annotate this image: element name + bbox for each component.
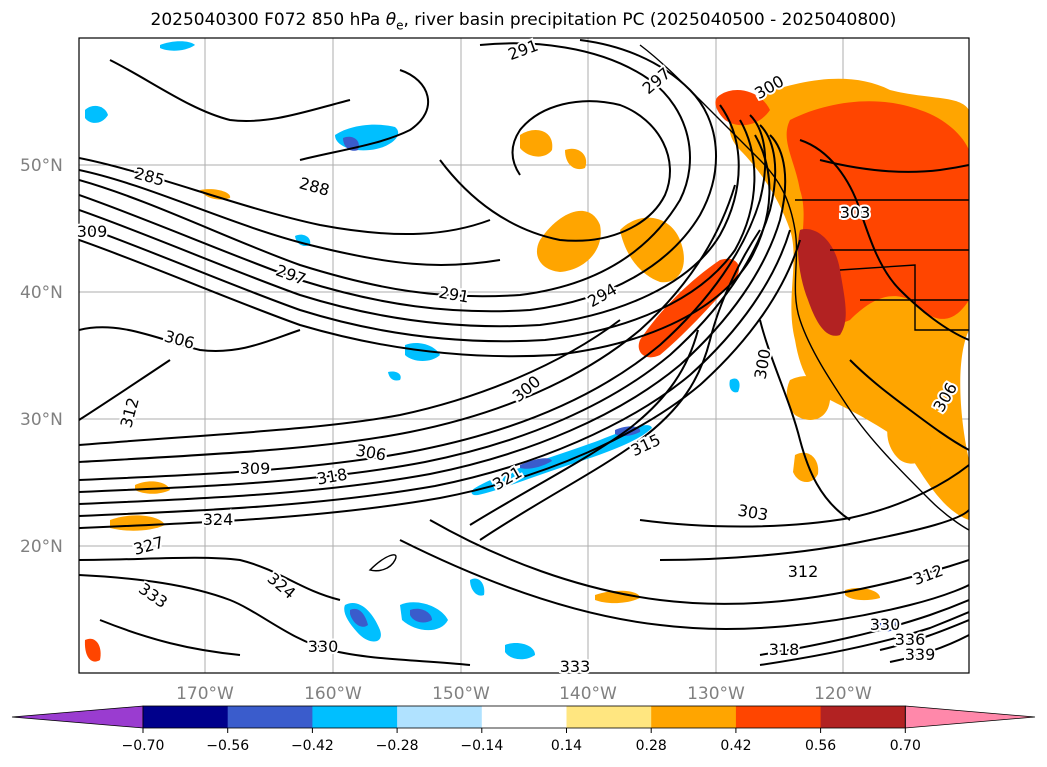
colorbar-swatch [397, 706, 483, 728]
contour-label: 318 [769, 640, 800, 659]
lat-tick-label: 40°N [20, 283, 63, 303]
colorbar-tick-label: 0.42 [720, 738, 751, 754]
colorbar-extend-low [11, 705, 144, 729]
colorbar-swatch [143, 706, 229, 728]
contour-label: 324 [203, 510, 234, 529]
contour-label: 336 [895, 630, 926, 649]
colorbar-tick-label: −0.56 [206, 738, 249, 754]
lat-tick-label: 20°N [20, 537, 63, 557]
colorbar [11, 705, 1036, 729]
colorbar-extend-high [904, 705, 1036, 729]
colorbar-tick-label: 0.14 [551, 738, 582, 754]
colorbar-tick-label: −0.28 [376, 738, 419, 754]
contour-label: 330 [308, 637, 339, 656]
colorbar-swatch [735, 706, 822, 728]
colorbar-ticks: −0.70 −0.56 −0.42 −0.28 −0.14 0.14 0.28 0.42 0.5… [122, 728, 921, 754]
colorbar-swatch [651, 706, 737, 728]
colorbar-tick-label: 0.56 [805, 738, 836, 754]
contour-label: 333 [560, 657, 591, 676]
contour-label: 339 [905, 645, 936, 664]
colorbar-swatch [820, 706, 906, 728]
lon-tick-label: 150°W [432, 684, 490, 704]
theta-e-contours [79, 39, 969, 666]
coastlines [368, 44, 969, 572]
colorbar-swatch [566, 706, 652, 728]
contour-label: 303 [840, 203, 871, 222]
contour-label: 309 [77, 222, 108, 241]
lon-tick-label: 130°W [687, 684, 745, 704]
map-title: 2025040300 F072 850 hPa θe, river basin … [150, 10, 897, 33]
lon-tick-label: 120°W [814, 684, 872, 704]
colorbar-swatch [481, 706, 567, 728]
colorbar-tick-label: −0.14 [460, 738, 503, 754]
contour-label: 309 [240, 459, 271, 478]
lon-tick-label: 160°W [304, 684, 362, 704]
lat-tick-label: 50°N [20, 156, 63, 176]
colorbar-tick-label: 0.28 [636, 738, 667, 754]
colorbar-swatch [227, 706, 313, 728]
map-frame [78, 37, 970, 674]
contour-label: 330 [870, 615, 901, 634]
contour-label: 312 [788, 562, 819, 581]
colorbar-outline [142, 705, 906, 729]
colorbar-tick-label: −0.70 [122, 738, 165, 754]
lat-tick-label: 30°N [20, 410, 63, 430]
colorbar-swatch [312, 706, 398, 728]
colorbar-tick-label: −0.42 [291, 738, 334, 754]
lon-tick-label: 140°W [559, 684, 617, 704]
colorbar-tick-label: 0.70 [890, 738, 921, 754]
lon-tick-label: 170°W [176, 684, 234, 704]
